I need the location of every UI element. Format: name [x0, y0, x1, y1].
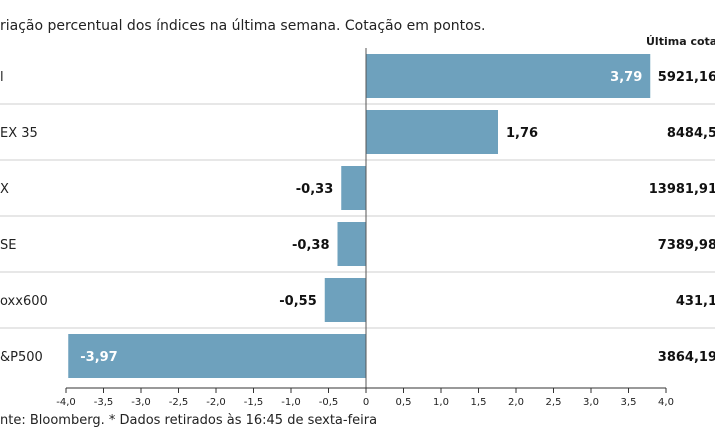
value-label: -0,55 [279, 294, 316, 309]
bar [337, 222, 366, 266]
x-tick-label: 3,0 [583, 397, 599, 408]
value-label: -0,33 [296, 182, 333, 197]
bar [68, 334, 366, 378]
value-label: 1,76 [506, 126, 538, 141]
last-quote-header: Última cotaç [646, 35, 715, 48]
x-tick-label: -4,0 [56, 397, 76, 408]
category-label: oxx600 [0, 294, 48, 309]
x-tick-label: 1,5 [471, 397, 487, 408]
last-quote: 431,1 [676, 294, 715, 309]
last-quote: 7389,98 [658, 238, 715, 253]
bar [324, 278, 366, 322]
x-tick-label: -2,0 [206, 397, 226, 408]
x-tick-label: -0,5 [319, 397, 339, 408]
last-quote: 3864,19 [658, 350, 715, 365]
x-tick-label: -3,0 [131, 397, 151, 408]
bar [366, 110, 498, 154]
x-tick-label: 3,5 [621, 397, 637, 408]
x-tick-label: 1,0 [433, 397, 449, 408]
x-tick-label: -3,5 [94, 397, 114, 408]
x-tick-label: 2,0 [508, 397, 524, 408]
category-label: &P500 [0, 350, 43, 365]
x-tick-label: 0,5 [396, 397, 412, 408]
value-label: 3,79 [610, 70, 642, 85]
last-quote: 13981,91 [649, 182, 715, 197]
x-tick-label: -1,5 [244, 397, 264, 408]
bar [341, 166, 366, 210]
category-label: EX 35 [0, 126, 38, 141]
category-label: l [0, 70, 4, 85]
last-quote: 5921,16 [658, 70, 715, 85]
x-tick-label: 0 [363, 397, 369, 408]
category-label: X [0, 182, 9, 197]
bar [366, 54, 651, 98]
value-label: -3,97 [80, 350, 117, 365]
value-label: -0,38 [292, 238, 329, 253]
x-tick-label: 4,0 [658, 397, 674, 408]
source-note: nte: Bloomberg. * Dados retirados às 16:… [0, 413, 378, 428]
x-tick-label: -1,0 [281, 397, 301, 408]
chart-subtitle: riação percentual dos índices na última … [0, 18, 486, 34]
category-label: SE [0, 238, 16, 253]
last-quote: 8484,5 [667, 126, 715, 141]
x-tick-label: -2,5 [169, 397, 189, 408]
x-tick-label: 2,5 [546, 397, 562, 408]
